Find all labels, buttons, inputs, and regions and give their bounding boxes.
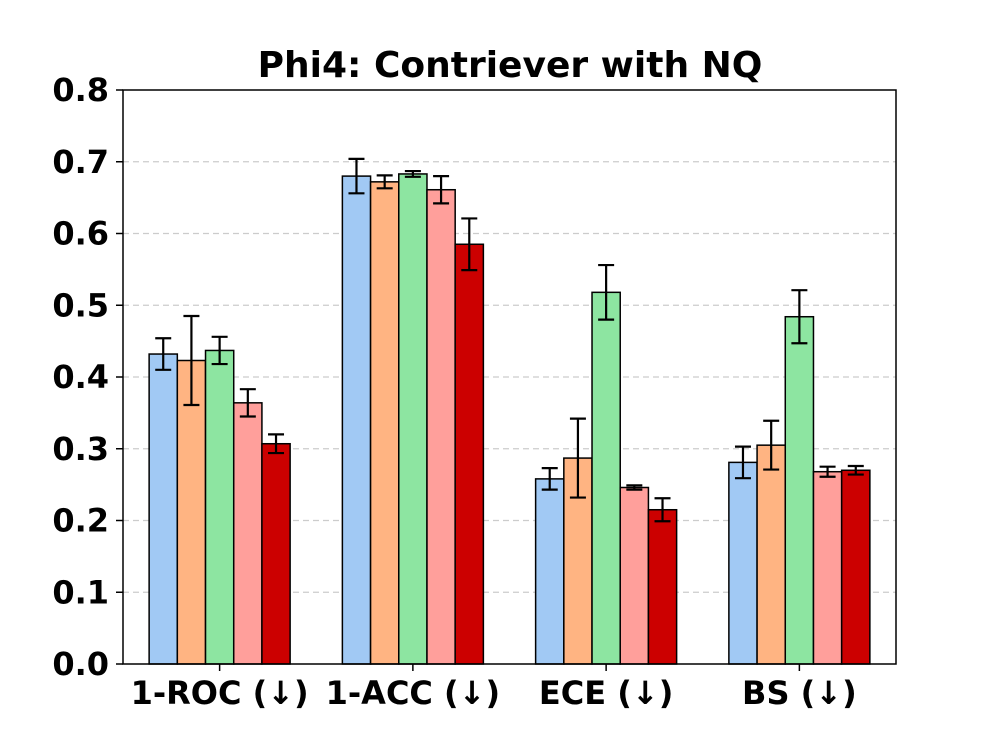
y-tick-label: 0.6 [52,215,109,253]
error-bar [404,169,421,178]
error-bar [183,314,200,407]
error-bar [569,417,586,499]
error-bar [211,335,228,366]
bar [619,486,650,665]
x-tick-label: 1-ACC (↓) [326,674,500,712]
bar [534,478,565,665]
error-bar [791,289,808,345]
error-bar [376,174,393,190]
y-axis: 0.0 0.1 0.2 0.3 0.4 0.5 0.6 0.7 0.8 [52,71,123,683]
chart-title: Phi4: Contriever with NQ [258,45,763,86]
error-bar [819,465,836,478]
bar [454,243,485,665]
bar [369,181,400,665]
x-axis: 1-ROC (↓) 1-ACC (↓) ECE (↓) BS (↓) [131,664,857,712]
error-bar [155,337,172,371]
x-tick-label: ECE (↓) [539,674,673,712]
y-tick-label: 0.8 [52,71,109,109]
bar [728,461,758,665]
bar [647,508,678,665]
y-tick-label: 0.1 [52,573,109,611]
bar [812,470,843,665]
bar [591,291,621,665]
error-bar [461,217,478,272]
bar [840,469,871,665]
y-tick-label: 0.2 [52,502,109,540]
bar [784,315,815,665]
bar [261,442,291,665]
bar [398,173,428,665]
error-bar [239,388,256,418]
error-bar [654,497,671,523]
bar [176,359,207,665]
bars [148,173,871,665]
bar [426,188,456,665]
error-bar [348,157,365,195]
error-bar [734,445,751,480]
error-bar [626,484,643,491]
error-bar [433,175,450,205]
bar [341,175,372,665]
error-bar [268,433,285,455]
error-bar [763,419,780,471]
y-tick-label: 0.0 [52,645,109,683]
y-tick-label: 0.7 [52,143,109,181]
y-tick-label: 0.3 [52,430,109,468]
bar [204,349,235,665]
bar [232,402,263,665]
error-bar [541,467,558,491]
bar [148,353,179,665]
error-bar [847,464,864,476]
x-tick-label: BS (↓) [742,674,857,712]
x-tick-label: 1-ROC (↓) [131,674,309,712]
error-bar [598,263,615,321]
y-tick-label: 0.5 [52,286,109,324]
y-tick-label: 0.4 [52,358,109,396]
bar [756,444,787,665]
error-bars [155,157,864,523]
